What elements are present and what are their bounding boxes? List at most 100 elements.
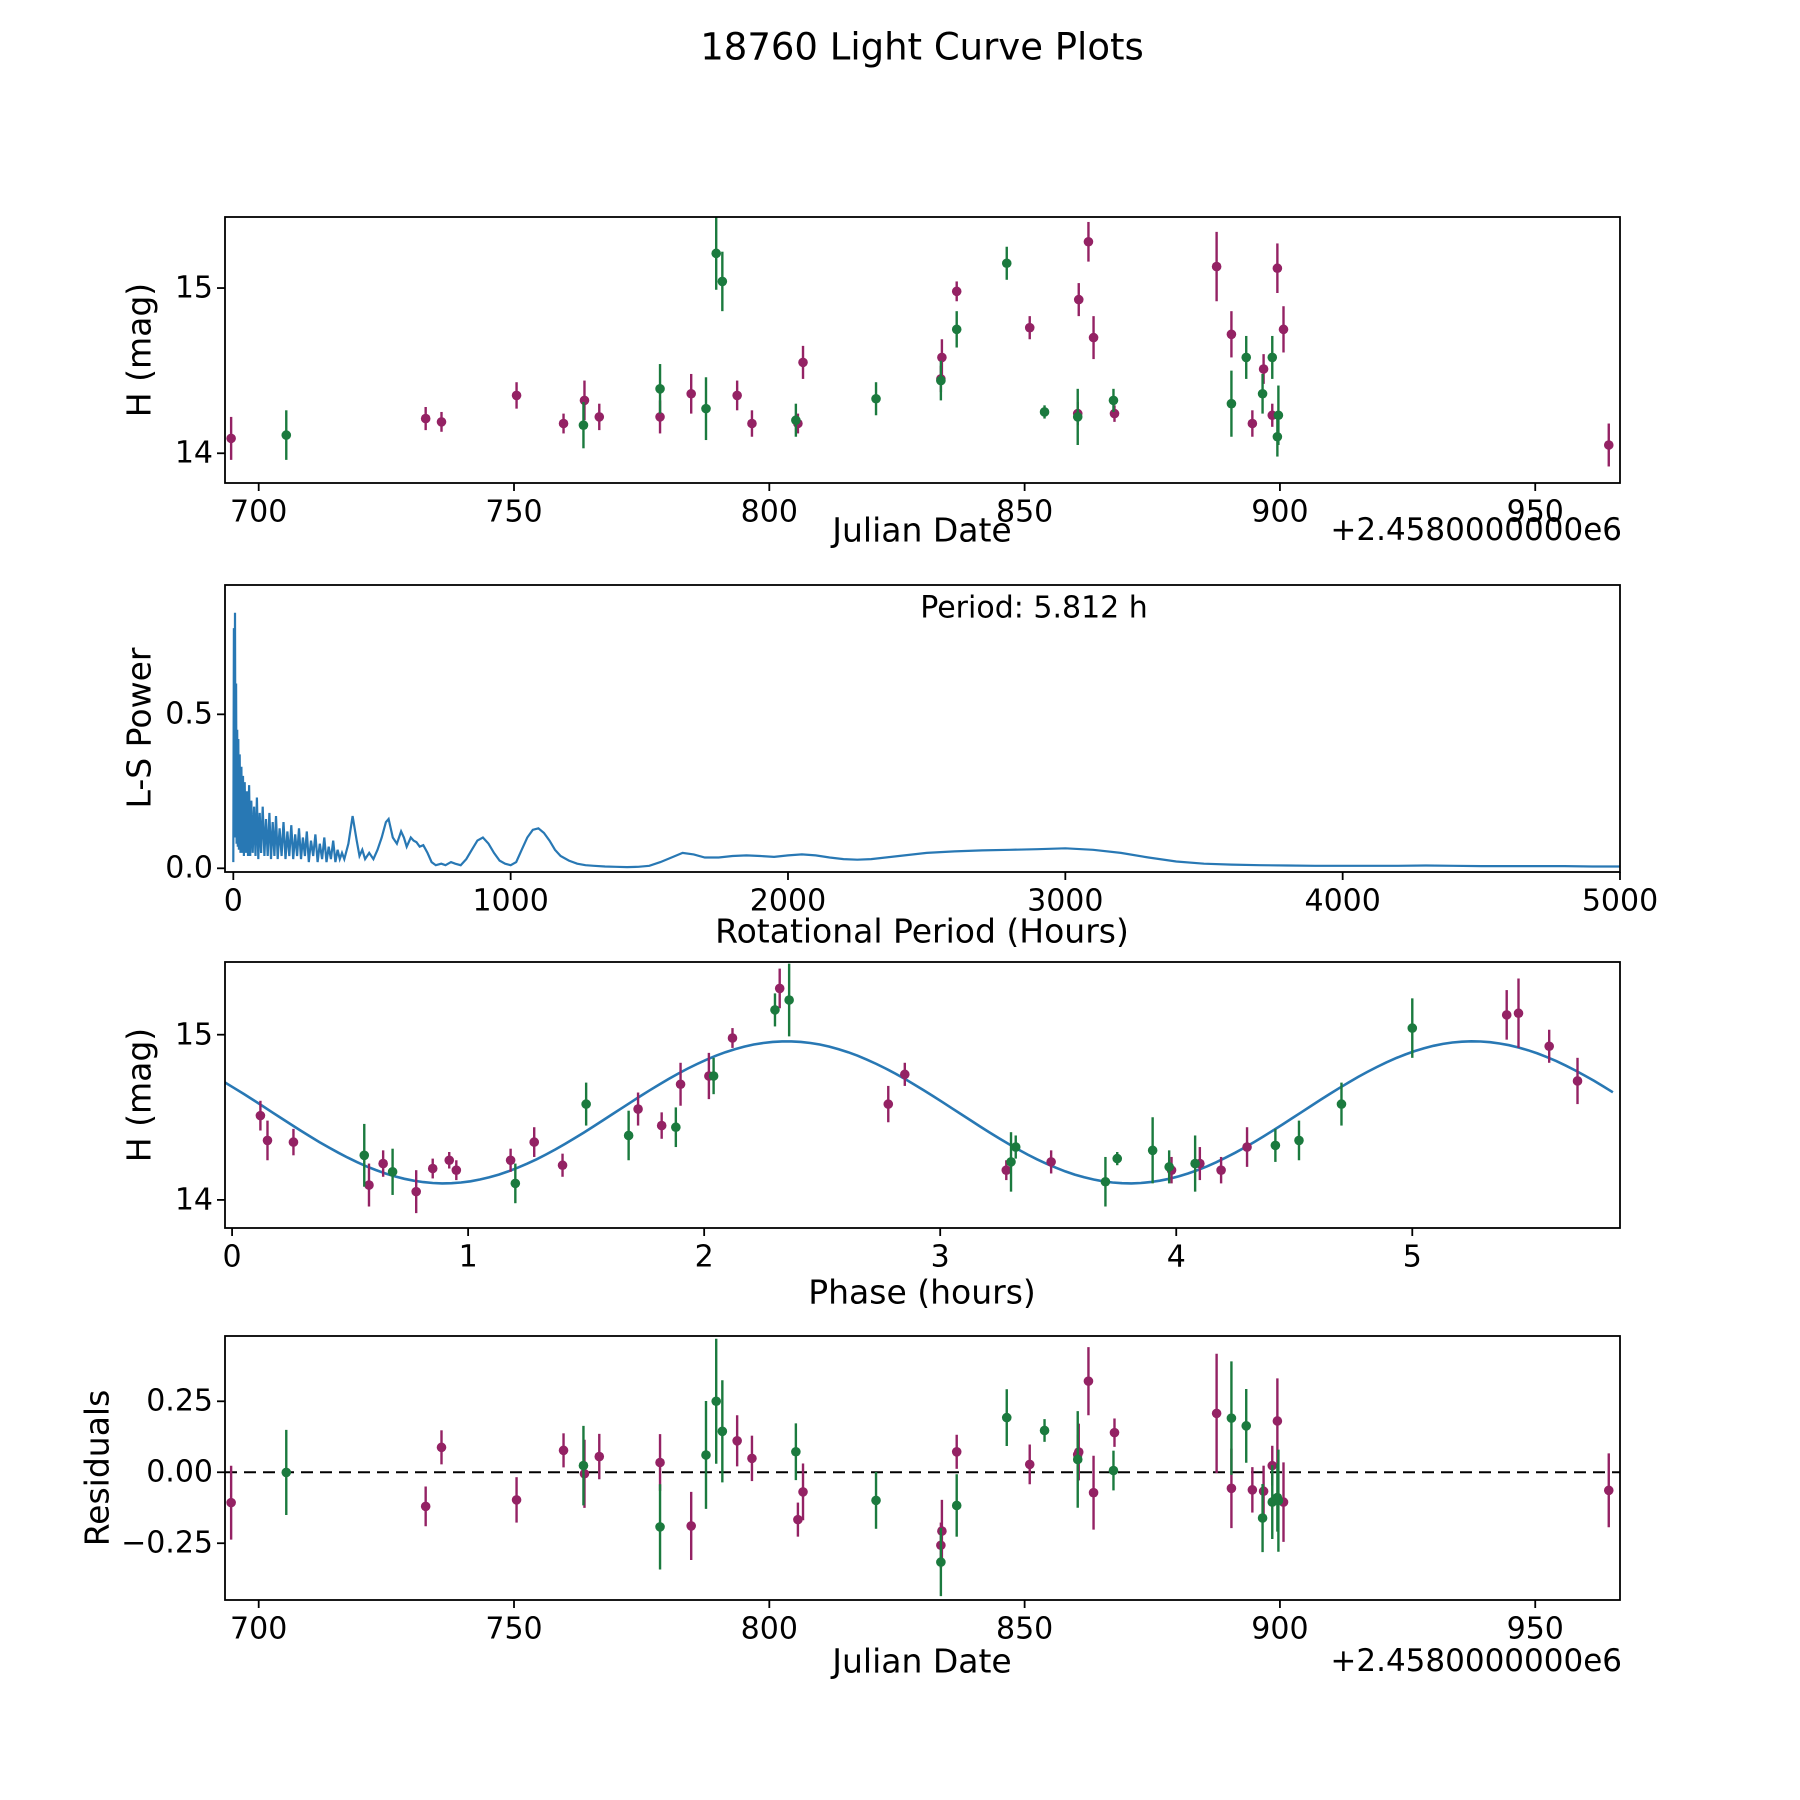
- phase-curve-point: [444, 1155, 455, 1166]
- residuals-ytick-label: −0.25: [121, 1525, 213, 1561]
- residuals-point: [1039, 1425, 1050, 1436]
- light-curve-point: [937, 352, 947, 363]
- light-curve-point: [798, 357, 808, 368]
- phase-curve-point: [1046, 1157, 1056, 1167]
- periodogram-spines: [224, 584, 1621, 873]
- light-curve-point: [1024, 322, 1035, 333]
- light-curve-point: [732, 390, 742, 401]
- phase-curve-xtick-label: 4: [1166, 1239, 1186, 1275]
- light-curve-point: [1241, 352, 1252, 363]
- light-curve-point: [436, 417, 447, 427]
- phase-curve-point: [1242, 1142, 1252, 1152]
- phase-curve-point: [671, 1122, 681, 1133]
- light-curve-point: [747, 418, 757, 429]
- residuals-ytick-label: 0.00: [146, 1454, 213, 1490]
- light-curve-point: [594, 412, 605, 422]
- light-curve-point: [936, 375, 946, 386]
- phase-curve-plot: [217, 961, 1621, 1236]
- residuals-point: [436, 1442, 447, 1453]
- light-curve-point: [686, 388, 696, 399]
- residuals-point: [420, 1501, 431, 1512]
- residuals-point: [1603, 1485, 1614, 1496]
- light-curve-point: [1088, 332, 1099, 343]
- phase-curve-point: [1001, 1165, 1012, 1175]
- light-curve-point: [1073, 294, 1084, 305]
- phase-curve-point: [288, 1137, 299, 1147]
- phase-curve-point: [1513, 1008, 1524, 1019]
- residuals-xtick-label: 850: [995, 1611, 1054, 1647]
- residuals-point: [747, 1453, 757, 1464]
- periodogram-ytick-label: 0.0: [165, 850, 213, 886]
- residuals-point: [1024, 1459, 1035, 1470]
- residuals-plot: [217, 1335, 1621, 1608]
- residuals-point: [717, 1426, 728, 1437]
- residuals-point: [951, 1500, 962, 1511]
- residuals-point: [1247, 1485, 1258, 1495]
- phase-curve-point: [255, 1110, 266, 1121]
- light-curve-point: [951, 286, 962, 297]
- phase-curve-point: [529, 1137, 540, 1147]
- phase-curve-point: [1294, 1135, 1304, 1146]
- light-curve-point: [711, 248, 722, 259]
- residuals-point: [1109, 1427, 1120, 1438]
- residuals-point: [226, 1497, 236, 1508]
- phase-curve-point: [1572, 1076, 1583, 1086]
- residuals-point: [701, 1450, 711, 1460]
- figure-title: 18760 Light Curve Plots: [700, 25, 1144, 69]
- plot1-x-offset-text: +2.4580000000e6: [1330, 512, 1622, 548]
- residuals-xtick-label: 900: [1251, 1611, 1309, 1647]
- plot4-x-offset-text: +2.4580000000e6: [1330, 1643, 1622, 1679]
- light-curve-point: [1226, 329, 1237, 340]
- residuals-point: [1211, 1408, 1222, 1419]
- light-curve-point: [578, 420, 589, 430]
- light-curve-point: [1072, 412, 1083, 422]
- phase-curve-point: [1164, 1162, 1174, 1172]
- light-curve-ytick-label: 14: [174, 435, 213, 471]
- plot4-ylabel: Residuals: [77, 1389, 117, 1547]
- residuals-ytick-label: 0.25: [146, 1383, 213, 1419]
- light-curve-point: [1109, 408, 1120, 419]
- light-curve-point: [1247, 418, 1258, 429]
- light-curve-point: [1108, 395, 1119, 406]
- light-curve-point: [655, 384, 665, 394]
- residuals-point: [951, 1446, 962, 1457]
- light-curve-point: [655, 412, 665, 422]
- light-curve-point: [951, 324, 962, 335]
- phase-curve-xtick-label: 1: [458, 1239, 478, 1275]
- phase-curve-point: [1112, 1153, 1123, 1164]
- phase-curve-ytick-label: 15: [174, 1017, 213, 1053]
- light-curve-xtick-label: 700: [230, 494, 288, 530]
- phase-curve-point: [727, 1033, 738, 1043]
- phase-curve-point: [581, 1099, 591, 1109]
- light-curve-point: [420, 413, 431, 424]
- residuals-point: [798, 1487, 808, 1497]
- phase-curve-point: [262, 1135, 273, 1146]
- plot3-ylabel: H (mag): [119, 1027, 159, 1163]
- phase-curve-point: [1270, 1140, 1281, 1151]
- light-curve-point: [1257, 388, 1268, 399]
- residuals-point: [655, 1457, 665, 1468]
- light-curve-point: [1278, 324, 1289, 335]
- periodogram-ytick-label: 0.5: [165, 696, 213, 732]
- phase-curve-point: [510, 1178, 521, 1189]
- residuals-spines: [224, 1335, 1621, 1601]
- light-curve-xtick-label: 800: [740, 494, 798, 530]
- residuals-point: [936, 1557, 946, 1567]
- phase-curve-point: [1147, 1145, 1158, 1156]
- phase-curve-point: [364, 1180, 374, 1190]
- phase-curve-point: [1216, 1165, 1226, 1175]
- light-curve-point: [558, 418, 569, 429]
- light-curve-ytick-label: 15: [174, 270, 213, 306]
- phase-curve-point: [387, 1167, 398, 1177]
- light-curve-point: [1226, 398, 1237, 409]
- plot3-xlabel: Phase (hours): [808, 1272, 1036, 1312]
- light-curve-point: [1001, 258, 1012, 269]
- residuals-point: [558, 1445, 569, 1456]
- light-curve-point: [1273, 410, 1284, 421]
- sine-fit-curve: [225, 1039, 1614, 1185]
- residuals-point: [1226, 1413, 1237, 1423]
- residuals-point: [1001, 1412, 1012, 1423]
- phase-curve-ytick-label: 14: [174, 1182, 213, 1218]
- phase-curve-xtick-label: 3: [930, 1239, 950, 1275]
